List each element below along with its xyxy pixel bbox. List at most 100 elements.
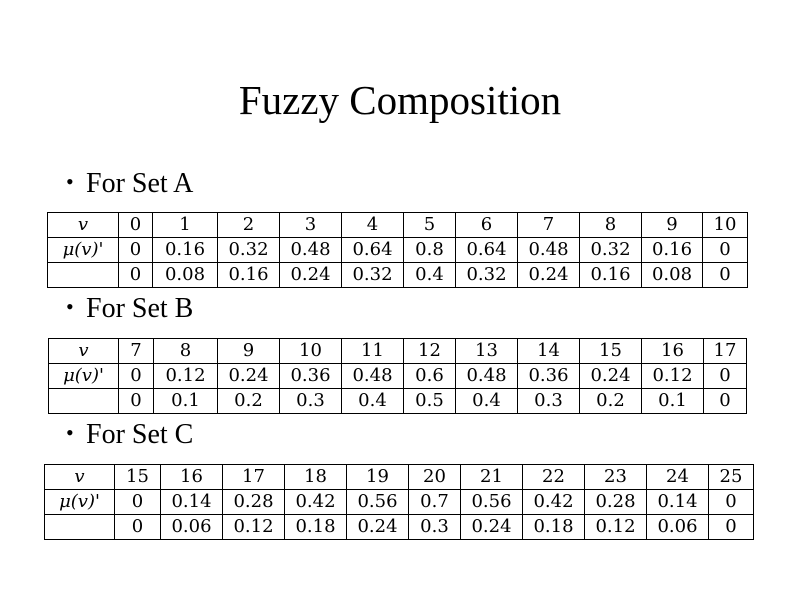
- table-cell: 0: [708, 489, 754, 515]
- table-cell: 0.24: [346, 514, 409, 540]
- membership-table: v 7 8 9 10 11 12 13 14 15 16 17 μ(v)' 0 0.12 0.24 0.36 0.…: [48, 338, 747, 414]
- table-cell: 0.48: [517, 237, 580, 263]
- table-cell: 17: [703, 338, 747, 364]
- table-cell: 1: [152, 212, 218, 238]
- table-cell: 0.12: [584, 514, 647, 540]
- table-cell: 0.4: [455, 388, 518, 414]
- table-cell: 23: [584, 464, 647, 490]
- table-cell: 0.48: [455, 363, 518, 389]
- table-cell: 2: [217, 212, 280, 238]
- table-cell: 0.8: [403, 237, 456, 263]
- table-cell: 0.56: [346, 489, 409, 515]
- table-cell: 0: [708, 514, 754, 540]
- row-label: v: [48, 338, 119, 364]
- table-cell: 14: [517, 338, 580, 364]
- table-cell: 15: [579, 338, 642, 364]
- heading-text: For Set A: [86, 168, 194, 199]
- table-cell: 0.32: [217, 237, 280, 263]
- table-cell: 0: [118, 212, 153, 238]
- row-label: v: [44, 464, 115, 490]
- table-cell: 0: [118, 262, 153, 288]
- table-cell: 0.3: [279, 388, 342, 414]
- table-cell: 24: [646, 464, 709, 490]
- table-cell: 0.08: [641, 262, 703, 288]
- table-cell: 0.32: [341, 262, 404, 288]
- table-cell: 0.28: [584, 489, 647, 515]
- bullet-icon: •: [66, 294, 74, 319]
- table-row: 0 0.08 0.16 0.24 0.32 0.4 0.32 0.24 0.16 0.08 0: [47, 262, 748, 288]
- table-cell: 6: [455, 212, 518, 238]
- table-cell: 0.3: [408, 514, 461, 540]
- table-cell: 0: [703, 388, 747, 414]
- row-label: v: [47, 212, 119, 238]
- table-cell: 7: [517, 212, 580, 238]
- membership-table: v 15 16 17 18 19 20 21 22 23 24 25 μ(v)' 0 0.14 0.28 0.4…: [44, 464, 754, 540]
- table-cell: 0.24: [517, 262, 580, 288]
- table-cell: 0: [118, 237, 153, 263]
- membership-table: v 0 1 2 3 4 5 6 7 8 9 10 μ(v)' 0 0.16 0.32 0.48 0.64 0.8 0.…: [47, 212, 748, 288]
- table-cell: 11: [341, 338, 404, 364]
- row-label: [48, 388, 119, 414]
- table-cell: 0.2: [217, 388, 280, 414]
- table-cell: 0.5: [403, 388, 456, 414]
- table-cell: 19: [346, 464, 409, 490]
- table-row: μ(v)' 0 0.16 0.32 0.48 0.64 0.8 0.64 0.48 0.32 0.1…: [47, 237, 748, 263]
- table-cell: 0.16: [579, 262, 642, 288]
- bullet-heading: • For Set C: [66, 419, 193, 451]
- table-cell: 25: [708, 464, 754, 490]
- row-label: [47, 262, 119, 288]
- slide-title: Fuzzy Composition: [238, 77, 562, 123]
- table-cell: 0.36: [517, 363, 580, 389]
- table-cell: 0.18: [284, 514, 347, 540]
- table-cell: 0.12: [153, 363, 218, 389]
- table-cell: 0.28: [222, 489, 285, 515]
- table-cell: 0.16: [152, 237, 218, 263]
- table-cell: 0: [118, 363, 154, 389]
- table-cell: 0.06: [160, 514, 223, 540]
- table-cell: 0.24: [460, 514, 523, 540]
- table-cell: 0.12: [222, 514, 285, 540]
- bullet-heading: • For Set B: [66, 293, 193, 325]
- table-cell: 0.16: [217, 262, 280, 288]
- table-cell: 0.24: [217, 363, 280, 389]
- row-label: μ(v)': [44, 489, 115, 515]
- table-cell: 0.36: [279, 363, 342, 389]
- table-row: v 15 16 17 18 19 20 21 22 23 24 25: [44, 464, 754, 490]
- heading-text: For Set C: [86, 419, 194, 450]
- table-cell: 16: [160, 464, 223, 490]
- table-cell: 0: [703, 363, 747, 389]
- table-cell: 3: [279, 212, 342, 238]
- table-cell: 0.6: [403, 363, 456, 389]
- table-row: 0 0.06 0.12 0.18 0.24 0.3 0.24 0.18 0.12 0.06 0: [44, 514, 754, 540]
- bullet-icon: •: [66, 169, 74, 194]
- row-label: [44, 514, 115, 540]
- table-cell: 0.24: [579, 363, 642, 389]
- bullet-heading: • For Set A: [66, 168, 193, 200]
- table-cell: 0.64: [341, 237, 404, 263]
- table-cell: 0.32: [455, 262, 518, 288]
- table-row: 0 0.1 0.2 0.3 0.4 0.5 0.4 0.3 0.2 0.1 0: [48, 388, 747, 414]
- table-cell: 17: [222, 464, 285, 490]
- table-cell: 16: [641, 338, 704, 364]
- table-cell: 0.42: [522, 489, 585, 515]
- row-label: μ(v)': [47, 237, 119, 263]
- table-cell: 21: [460, 464, 523, 490]
- table-cell: 0.48: [279, 237, 342, 263]
- table-cell: 0.64: [455, 237, 518, 263]
- table-cell: 0.2: [579, 388, 642, 414]
- table-cell: 8: [153, 338, 218, 364]
- table-cell: 22: [522, 464, 585, 490]
- table-cell: 20: [408, 464, 461, 490]
- table-cell: 13: [455, 338, 518, 364]
- table-cell: 0.08: [152, 262, 218, 288]
- table-cell: 0.7: [408, 489, 461, 515]
- table-cell: 0.16: [641, 237, 703, 263]
- table-cell: 0: [702, 237, 748, 263]
- table-cell: 9: [217, 338, 280, 364]
- table-cell: 0.14: [160, 489, 223, 515]
- table-cell: 7: [118, 338, 154, 364]
- table-cell: 10: [279, 338, 342, 364]
- table-row: μ(v)' 0 0.14 0.28 0.42 0.56 0.7 0.56 0.42 0.28 0.1…: [44, 489, 754, 515]
- table-cell: 0.14: [646, 489, 709, 515]
- table-cell: 0: [114, 514, 161, 540]
